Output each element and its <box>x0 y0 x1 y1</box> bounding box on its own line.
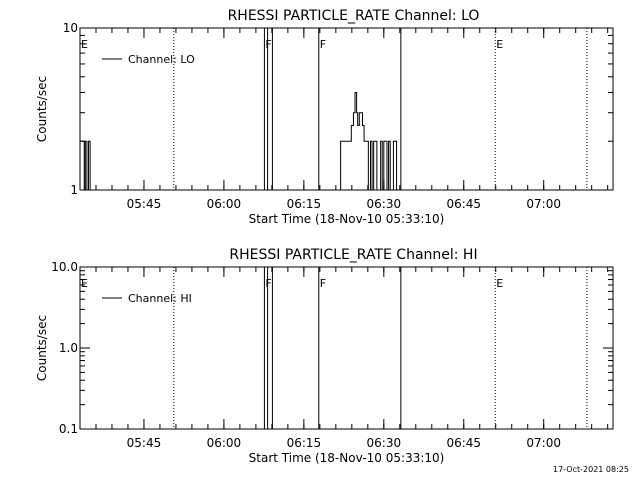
chart-title: RHESSI PARTICLE_RATE Channel: LO <box>228 8 480 24</box>
footer-timestamp: 17-Oct-2021 08:25 <box>553 465 629 474</box>
chart-title: RHESSI PARTICLE_RATE Channel: HI <box>229 247 477 263</box>
x-tick-label: 06:15 <box>287 197 322 211</box>
x-tick-label: 06:45 <box>446 197 481 211</box>
x-tick-label: 06:30 <box>367 197 402 211</box>
y-axis-label: Counts/sec <box>35 315 49 381</box>
x-tick-label: 06:45 <box>446 436 481 450</box>
plot-frame <box>79 27 614 191</box>
x-tick-label: 05:45 <box>127 197 162 211</box>
series-line-1 <box>80 140 92 191</box>
x-tick-label: 06:00 <box>207 197 242 211</box>
flag-label: F <box>320 38 326 51</box>
legend-label: Channel: LO <box>128 53 195 66</box>
y-tick-label: 10.0 <box>51 260 78 274</box>
x-tick-label: 07:00 <box>526 197 561 211</box>
y-axis-label: Counts/sec <box>35 76 49 142</box>
flag-label: F <box>265 277 271 290</box>
x-axis-label: Start Time (18-Nov-10 05:33:10) <box>249 451 445 465</box>
chart-panel-1: RHESSI PARTICLE_RATE Channel: LO 1 10 Count… <box>35 8 614 226</box>
x-tick-label: 06:15 <box>287 436 322 450</box>
x-tick-label: 07:00 <box>526 436 561 450</box>
x-axis-label: Start Time (18-Nov-10 05:33:10) <box>249 212 445 226</box>
flag-label: F <box>265 38 271 51</box>
y-tick-label: 0.1 <box>59 422 78 436</box>
x-tick-label: 06:00 <box>207 436 242 450</box>
flag-label: E <box>81 38 88 51</box>
series-line-2 <box>339 91 399 191</box>
y-tick-label: 1 <box>70 183 78 197</box>
x-tick-label: 05:45 <box>127 436 162 450</box>
flag-label: F <box>320 277 326 290</box>
y-tick-label: 1.0 <box>59 341 78 355</box>
y-tick-label: 10 <box>63 21 78 35</box>
flag-label: E <box>496 38 503 51</box>
chart-panel-2: RHESSI PARTICLE_RATE Channel: HI 0.1 1.0 10… <box>35 247 614 465</box>
legend-label: Channel: HI <box>128 292 192 305</box>
x-tick-label: 06:30 <box>367 436 402 450</box>
flag-label: E <box>81 277 88 290</box>
flag-label: E <box>496 277 503 290</box>
